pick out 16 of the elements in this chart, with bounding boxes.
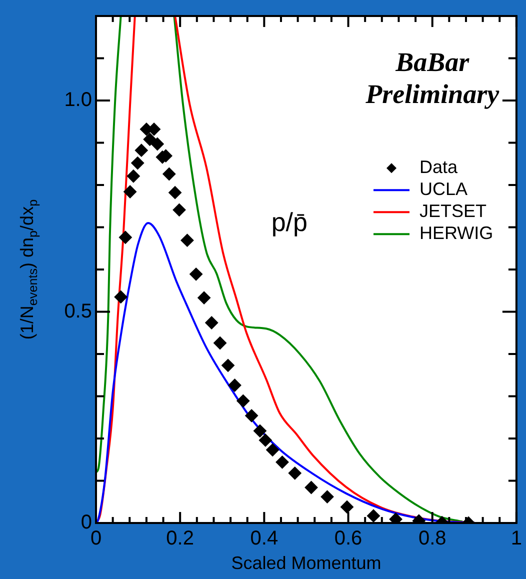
legend-label: UCLA [419,179,468,200]
x-axis-title: Scaled Momentum [231,553,382,574]
legend-label: Data [419,157,458,178]
x-tick-label: 1 [510,528,522,550]
legend-label: HERWIG [419,223,494,244]
y-tick-label: 0.5 [64,300,92,322]
y-tick-label: 0 [80,512,92,534]
x-tick-label: 0.4 [250,528,278,550]
y-tick-label: 1.0 [64,89,92,112]
y-axis-title: (1/Nevents) dnp/dxp [16,199,40,340]
x-tick-label: 0.2 [166,528,194,550]
x-tick-label: 0.8 [418,528,446,550]
annotation: BaBar Preliminary [364,46,500,109]
legend-label: JETSET [419,201,487,222]
x-tick-label: 0.6 [334,528,362,550]
annotation: p/p̄ [271,207,308,238]
